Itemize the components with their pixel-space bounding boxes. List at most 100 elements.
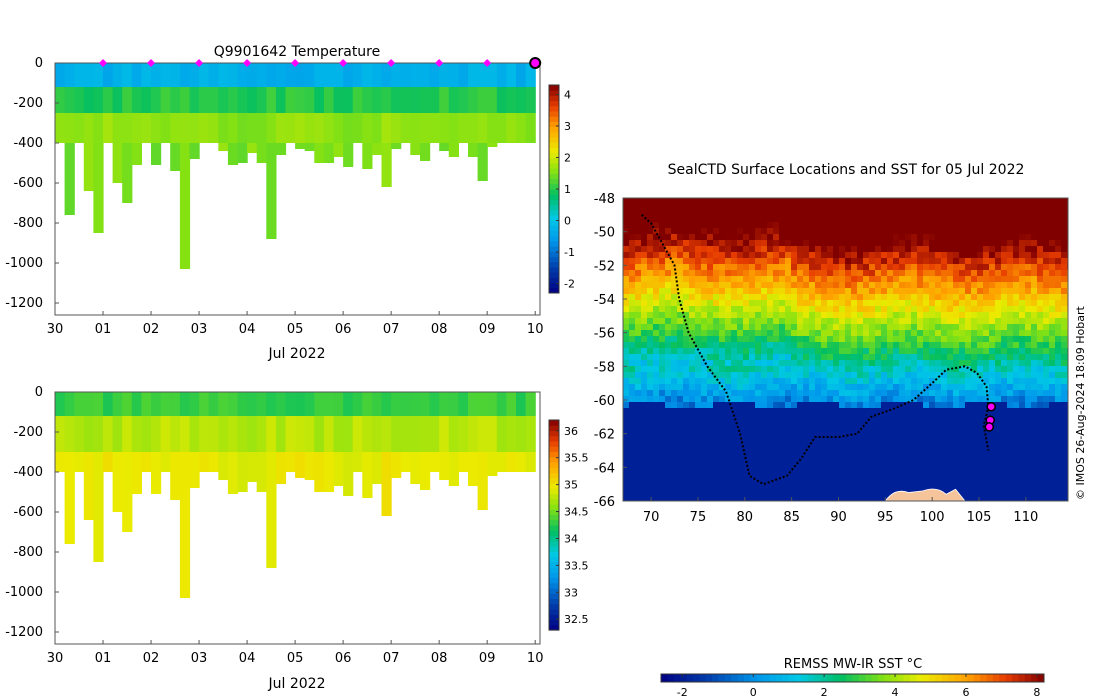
sst-cell (677, 288, 683, 294)
sst-cell (1043, 210, 1049, 216)
sst-cell (761, 342, 767, 348)
section-cell (362, 416, 373, 452)
sst-cell (671, 324, 677, 330)
sst-cell (671, 240, 677, 246)
sst-cell (779, 300, 785, 306)
sst-cell (845, 210, 851, 216)
sst-cell (833, 198, 839, 204)
colorbar-tick-label: 6 (962, 686, 969, 699)
sst-cell (755, 360, 761, 366)
x-tick-label: 08 (431, 651, 448, 666)
sst-cell (827, 360, 833, 366)
section-cell (160, 392, 171, 416)
sst-cell (941, 378, 947, 384)
sst-cell (815, 444, 821, 450)
sst-cell (995, 402, 1001, 408)
sst-cell (725, 378, 731, 384)
sst-cell (887, 210, 893, 216)
sst-cell (731, 360, 737, 366)
sst-cell (701, 354, 707, 360)
sst-cell (695, 240, 701, 246)
sst-cell (881, 330, 887, 336)
sst-cell (1061, 378, 1067, 384)
sst-cell (899, 318, 905, 324)
sst-cell (791, 198, 797, 204)
sst-cell (1031, 420, 1037, 426)
sst-cell (821, 390, 827, 396)
sst-cell (677, 354, 683, 360)
sst-cell (869, 318, 875, 324)
sst-cell (803, 444, 809, 450)
sst-cell (659, 414, 665, 420)
sst-cell (905, 210, 911, 216)
sst-cell (875, 336, 881, 342)
sst-cell (671, 342, 677, 348)
sst-cell (935, 444, 941, 450)
section-cell (55, 452, 66, 472)
section-cell (304, 143, 315, 151)
sst-cell (797, 384, 803, 390)
sst-cell (875, 426, 881, 432)
section-cell (141, 416, 152, 452)
sst-cell (1001, 384, 1007, 390)
section-cell (151, 63, 162, 87)
section-cell (496, 87, 507, 113)
section-cell (496, 416, 507, 452)
colorbar-segment (1012, 674, 1019, 682)
sst-cell (845, 258, 851, 264)
sst-cell (941, 210, 947, 216)
sst-cell (779, 456, 785, 462)
sst-cell (1055, 420, 1061, 426)
sst-cell (881, 234, 887, 240)
sst-cell (983, 282, 989, 288)
sst-cell (977, 216, 983, 222)
section-cell (343, 113, 354, 143)
y-tick-label: -64 (594, 461, 615, 476)
sst-cell (689, 312, 695, 318)
sst-cell (803, 480, 809, 486)
sst-cell (683, 258, 689, 264)
sst-cell (713, 378, 719, 384)
sst-cell (803, 486, 809, 492)
sst-cell (827, 246, 833, 252)
sst-cell (785, 336, 791, 342)
sst-cell (725, 342, 731, 348)
sst-cell (929, 420, 935, 426)
sst-cell (881, 336, 887, 342)
sst-cell (971, 300, 977, 306)
sst-cell (629, 240, 635, 246)
section-cell (391, 452, 402, 478)
sst-cell (797, 426, 803, 432)
sst-cell (1013, 396, 1019, 402)
sst-cell (779, 438, 785, 444)
sst-cell (821, 336, 827, 342)
sst-cell (851, 330, 857, 336)
sst-cell (839, 264, 845, 270)
sst-cell (1055, 282, 1061, 288)
sst-cell (1031, 240, 1037, 246)
sst-cell (1049, 366, 1055, 372)
sst-cell (803, 354, 809, 360)
sst-cell (815, 330, 821, 336)
sst-cell (635, 258, 641, 264)
sst-cell (821, 468, 827, 474)
sst-cell (791, 408, 797, 414)
sst-cell (827, 372, 833, 378)
sst-cell (731, 408, 737, 414)
section-cell (323, 143, 335, 163)
colorbar-segment (549, 282, 559, 289)
sst-cell (641, 420, 647, 426)
section-cell (208, 416, 219, 452)
section-cell (74, 392, 85, 416)
colorbar-segment (549, 483, 559, 489)
section-cell (275, 392, 287, 416)
section-cell (170, 416, 181, 452)
sst-cell (731, 252, 737, 258)
sst-cell (923, 372, 929, 378)
sst-cell (665, 450, 671, 456)
sst-cell (995, 396, 1001, 402)
sst-cell (713, 462, 719, 468)
sst-cell (929, 204, 935, 210)
sst-cell (977, 360, 983, 366)
colorbar-tick-label: 33.5 (564, 559, 589, 572)
